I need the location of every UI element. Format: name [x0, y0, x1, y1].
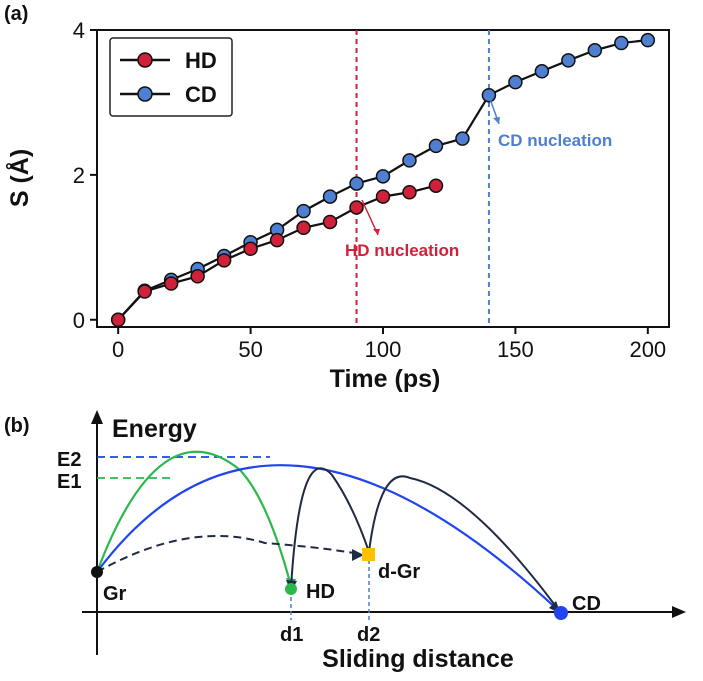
y-tick-label: 4: [73, 18, 85, 43]
series-cd-point: [455, 131, 470, 146]
d2-label: d2: [357, 624, 380, 646]
panel-b-label: (b): [4, 415, 30, 437]
series-cd-point: [349, 176, 364, 191]
x-tick-label: 50: [238, 337, 262, 362]
series-cd-point: [481, 87, 497, 103]
gr-to-dgr-arrowhead: [352, 549, 364, 561]
cd-label: CD: [572, 593, 601, 615]
legend-cd-marker: [137, 86, 153, 102]
series-cd-point: [375, 169, 391, 184]
hd-dgr-curve: [290, 467, 370, 589]
series-hd-point: [216, 253, 232, 268]
energy-label: Energy: [112, 415, 197, 443]
series-hd-point: [190, 269, 205, 284]
x-tick-label: 100: [365, 337, 402, 362]
series-cd-point: [587, 43, 603, 58]
series-hd-point: [137, 284, 152, 299]
series-cd-point: [508, 74, 523, 90]
panel-a: (a) 0 50 100 150 200 0 2 4 HD nucleation CD nuc…: [4, 3, 670, 393]
gr-to-dgr-dashed-curve: [96, 534, 365, 573]
series-hd-point: [110, 312, 126, 328]
series-cd-point: [296, 203, 311, 219]
x-tick-label: 200: [629, 337, 666, 362]
series-hd-point: [269, 232, 285, 248]
gr-label: Gr: [103, 583, 127, 605]
legend-cd-label: CD: [185, 82, 217, 107]
e1-label: E1: [57, 471, 81, 493]
cd-marker: [554, 606, 568, 620]
hd-nucleation-arrowhead: [373, 229, 380, 235]
panel-a-label: (a): [4, 3, 28, 25]
series-cd-point: [614, 35, 629, 51]
series-hd-point: [349, 200, 364, 215]
series-cd-point: [534, 64, 550, 79]
series-hd-point: [296, 220, 311, 236]
legend-hd-marker: [137, 52, 153, 68]
e2-label: E2: [57, 449, 81, 471]
dgr-label: d-Gr: [378, 561, 420, 583]
cd-nucleation-label: CD nucleation: [498, 131, 612, 150]
legend-hd-label: HD: [185, 48, 217, 73]
series-cd-point: [428, 138, 444, 154]
x-tick-label: 0: [112, 337, 124, 362]
sliding-distance-label: Sliding distance: [322, 645, 514, 673]
x-axis-label: Time (ps): [330, 365, 441, 393]
hd-nucleation-label: HD nucleation: [345, 241, 459, 260]
energy-axis-arrowhead: [91, 410, 103, 424]
gr-to-hd-curve: [95, 450, 293, 587]
y-tick-label: 0: [73, 308, 85, 333]
series-hd-point: [243, 241, 258, 257]
panel-b: (b) Energy Sliding distance E2 E1 Gr HD: [4, 410, 686, 673]
series-cd-point: [561, 53, 576, 68]
series-hd-point: [375, 189, 391, 204]
series-cd-point: [640, 32, 656, 48]
y-axis-label: S (Å): [5, 149, 34, 207]
plot-a-series: [110, 32, 656, 328]
y-tick-label: 2: [73, 163, 85, 188]
gr-to-cd-curve: [96, 464, 561, 613]
series-hd-point: [322, 214, 338, 230]
cd-nucleation-arrowhead: [493, 117, 500, 124]
series-cd-point: [402, 153, 417, 168]
series-hd-point: [402, 185, 417, 200]
series-cd-point: [322, 189, 338, 204]
dgr-to-cd-curve: [368, 475, 561, 613]
series-hd-point: [428, 178, 444, 193]
hd-label: HD: [306, 581, 335, 603]
x-tick-label: 150: [497, 337, 534, 362]
hd-marker: [285, 583, 297, 595]
distance-axis-arrowhead: [672, 606, 686, 618]
d1-label: d1: [280, 624, 303, 646]
dgr-marker: [362, 548, 375, 561]
gr-marker: [91, 566, 103, 578]
series-hd-point: [163, 276, 179, 291]
plot-a-ticks: 0 50 100 150 200 0 2 4: [73, 18, 666, 362]
